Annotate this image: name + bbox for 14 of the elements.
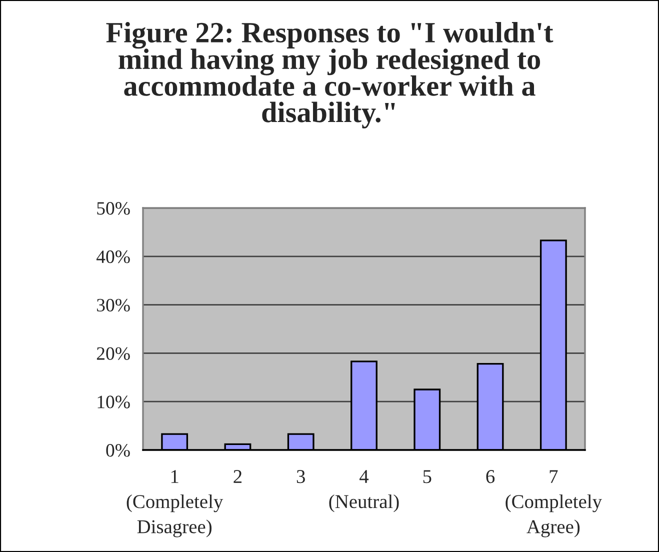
x-tick-label: 1 (Completely Disagree) xyxy=(126,470,224,538)
y-tick-label: 30% xyxy=(97,298,130,312)
x-tick-label: 4 (Neutral) xyxy=(329,470,399,512)
y-tick-label: 20% xyxy=(96,347,130,360)
x-tick-label: 2 xyxy=(234,470,242,483)
y-tick-label: 50% xyxy=(97,202,130,215)
y-tick-label: 0% xyxy=(106,444,130,457)
y-tick-label: 40% xyxy=(96,250,130,264)
x-tick-label: 5 xyxy=(423,470,432,484)
y-tick-label: 10% xyxy=(98,396,130,408)
chart-title: Figure 22: Responses to "I wouldn't mind having my job redesigned to accommodate a co-worker with a disability." xyxy=(106,22,554,128)
x-tick-label: 3 xyxy=(296,470,305,484)
x-tick-label: 6 xyxy=(486,470,495,484)
x-tick-label: 7 (Completely Agree) xyxy=(506,470,602,538)
